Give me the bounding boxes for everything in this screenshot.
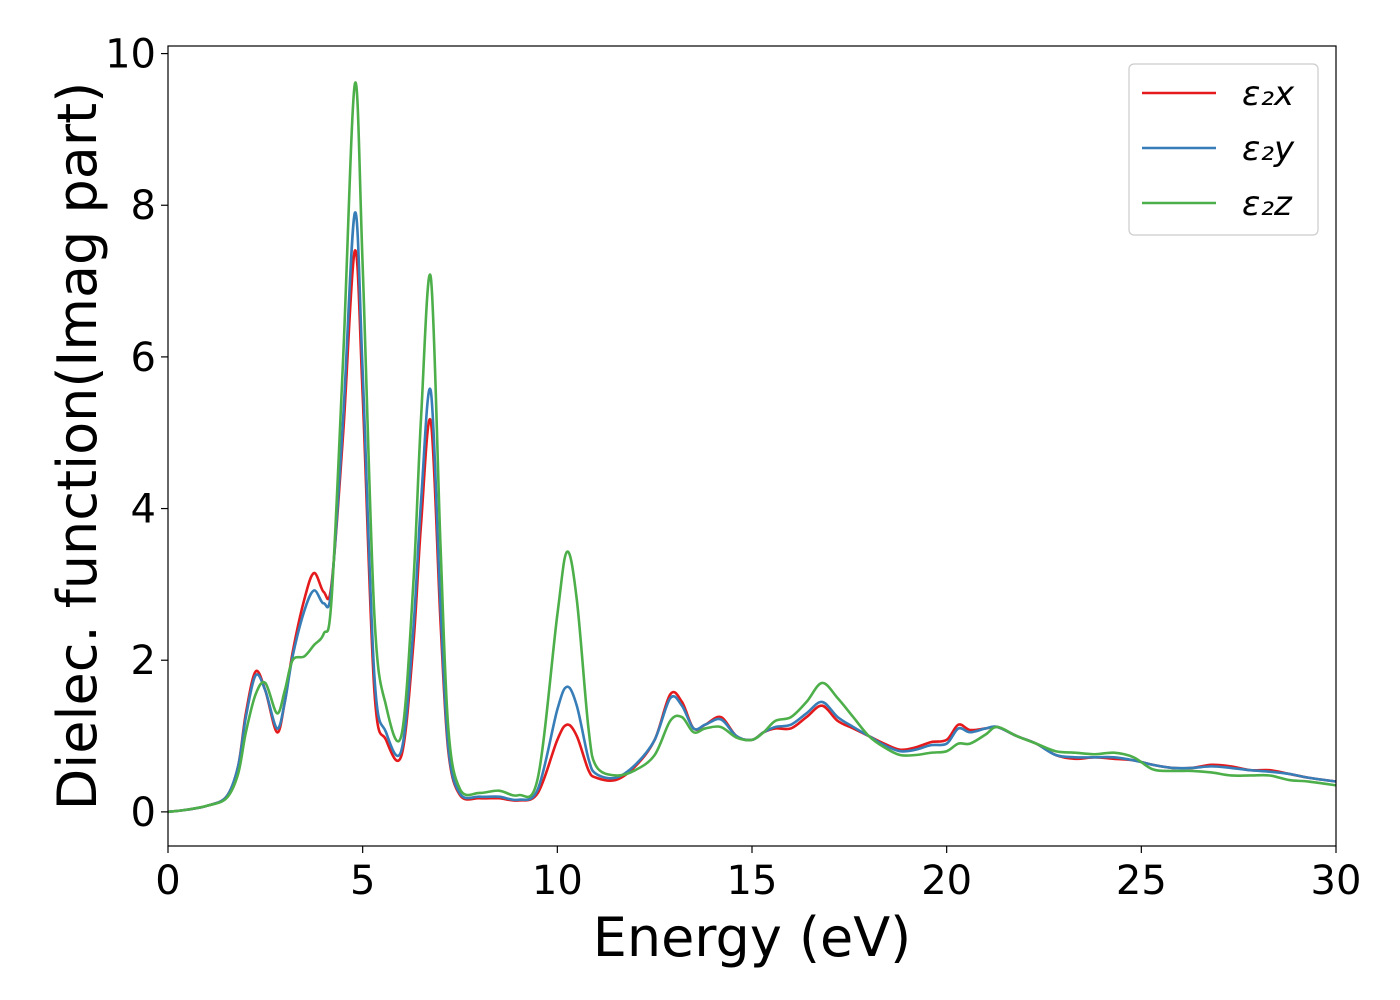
x-tick-label: 5: [350, 858, 375, 904]
y-tick-label: 4: [131, 487, 156, 533]
y-tick-label: 6: [131, 335, 156, 381]
y-tick-label: 0: [131, 790, 156, 836]
x-tick-label: 30: [1311, 858, 1362, 904]
ticks-layer: 0 5 10 15 20 25 30 0 2 4 6 8 10: [105, 32, 1361, 904]
x-tick-label: 15: [727, 858, 778, 904]
x-tick-label: 0: [155, 858, 180, 904]
legend: ε₂x ε₂y ε₂z: [1128, 63, 1319, 236]
x-tick-label: 20: [921, 858, 972, 904]
y-tick-label: 8: [131, 183, 156, 229]
x-tick-label: 25: [1116, 858, 1167, 904]
series-line-3: [167, 81, 1337, 814]
x-tick-label: 10: [532, 858, 583, 904]
legend-label: ε₂z: [1242, 184, 1293, 224]
series-line-2: [167, 211, 1337, 814]
legend-label: ε₂y: [1242, 129, 1295, 169]
y-tick-label: 10: [105, 32, 156, 78]
y-tick-label: 2: [131, 638, 156, 684]
legend-box: [1128, 63, 1319, 236]
series-layer: [167, 81, 1337, 814]
x-axis-label: Energy (eV): [593, 906, 912, 969]
y-axis-label: Dielec. function(Imag part): [46, 82, 109, 811]
legend-label: ε₂x: [1242, 74, 1295, 114]
